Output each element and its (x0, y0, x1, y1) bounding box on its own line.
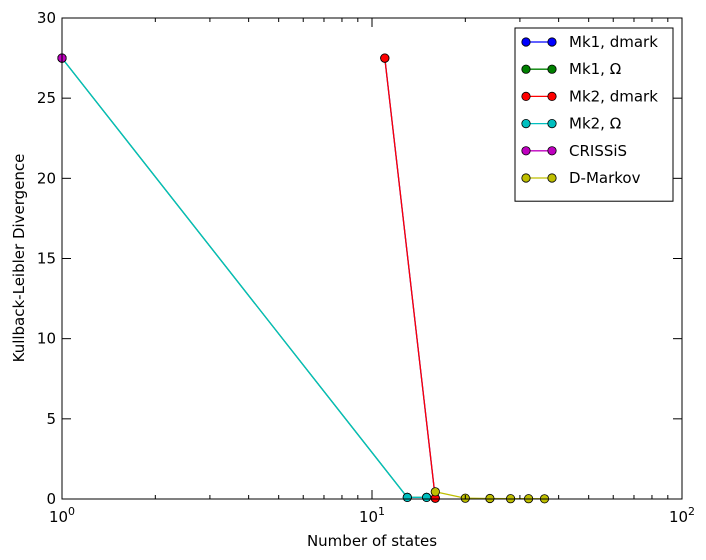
legend-marker (547, 119, 557, 129)
legend-label: D-Markov (569, 169, 641, 187)
y-axis-label: Kullback-Leibler Divergence (10, 154, 28, 363)
legend-marker (521, 173, 531, 183)
legend-marker (521, 119, 531, 129)
legend-marker (521, 146, 531, 156)
legend-label: Mk1, Ω (569, 60, 621, 78)
legend: Mk1, dmark Mk1, Ω Mk2, dmark Mk2, Ω CRISSiS D… (514, 27, 674, 202)
series-5-point (430, 487, 440, 497)
legend-marker (547, 37, 557, 47)
x-tick-label: 102 (669, 505, 695, 526)
series-layer (57, 53, 550, 504)
y-tick-label: 10 (37, 330, 56, 348)
legend-marker (521, 91, 531, 102)
legend-label: CRISSiS (569, 142, 627, 160)
series-2-point (380, 53, 390, 63)
y-tick-label: 0 (46, 490, 56, 508)
series-3-point (402, 492, 412, 502)
y-tick-label: 25 (37, 89, 56, 107)
legend-marker (547, 64, 557, 74)
y-tick-label: 20 (37, 169, 56, 187)
x-tick-label: 100 (49, 505, 75, 526)
legend-box (514, 27, 674, 202)
y-tick-label: 5 (46, 410, 56, 428)
legend-marker (521, 64, 531, 74)
y-tick-label: 30 (37, 9, 56, 27)
legend-marker (521, 37, 531, 47)
legend-label: Mk1, dmark (569, 33, 658, 51)
x-tick-label: 101 (359, 505, 385, 526)
legend-marker (547, 173, 557, 183)
legend-marker (547, 146, 557, 156)
legend-label: Mk2, dmark (569, 87, 658, 105)
y-tick-label: 15 (37, 250, 56, 268)
legend-label: Mk2, Ω (569, 115, 621, 133)
x-axis-label: Number of states (307, 532, 437, 550)
legend-marker (547, 91, 557, 102)
ticks-layer: 100 101 102 0 5 10 15 20 25 30 (37, 9, 695, 526)
series-3-point (421, 492, 432, 502)
series-line-2 (384, 58, 436, 499)
